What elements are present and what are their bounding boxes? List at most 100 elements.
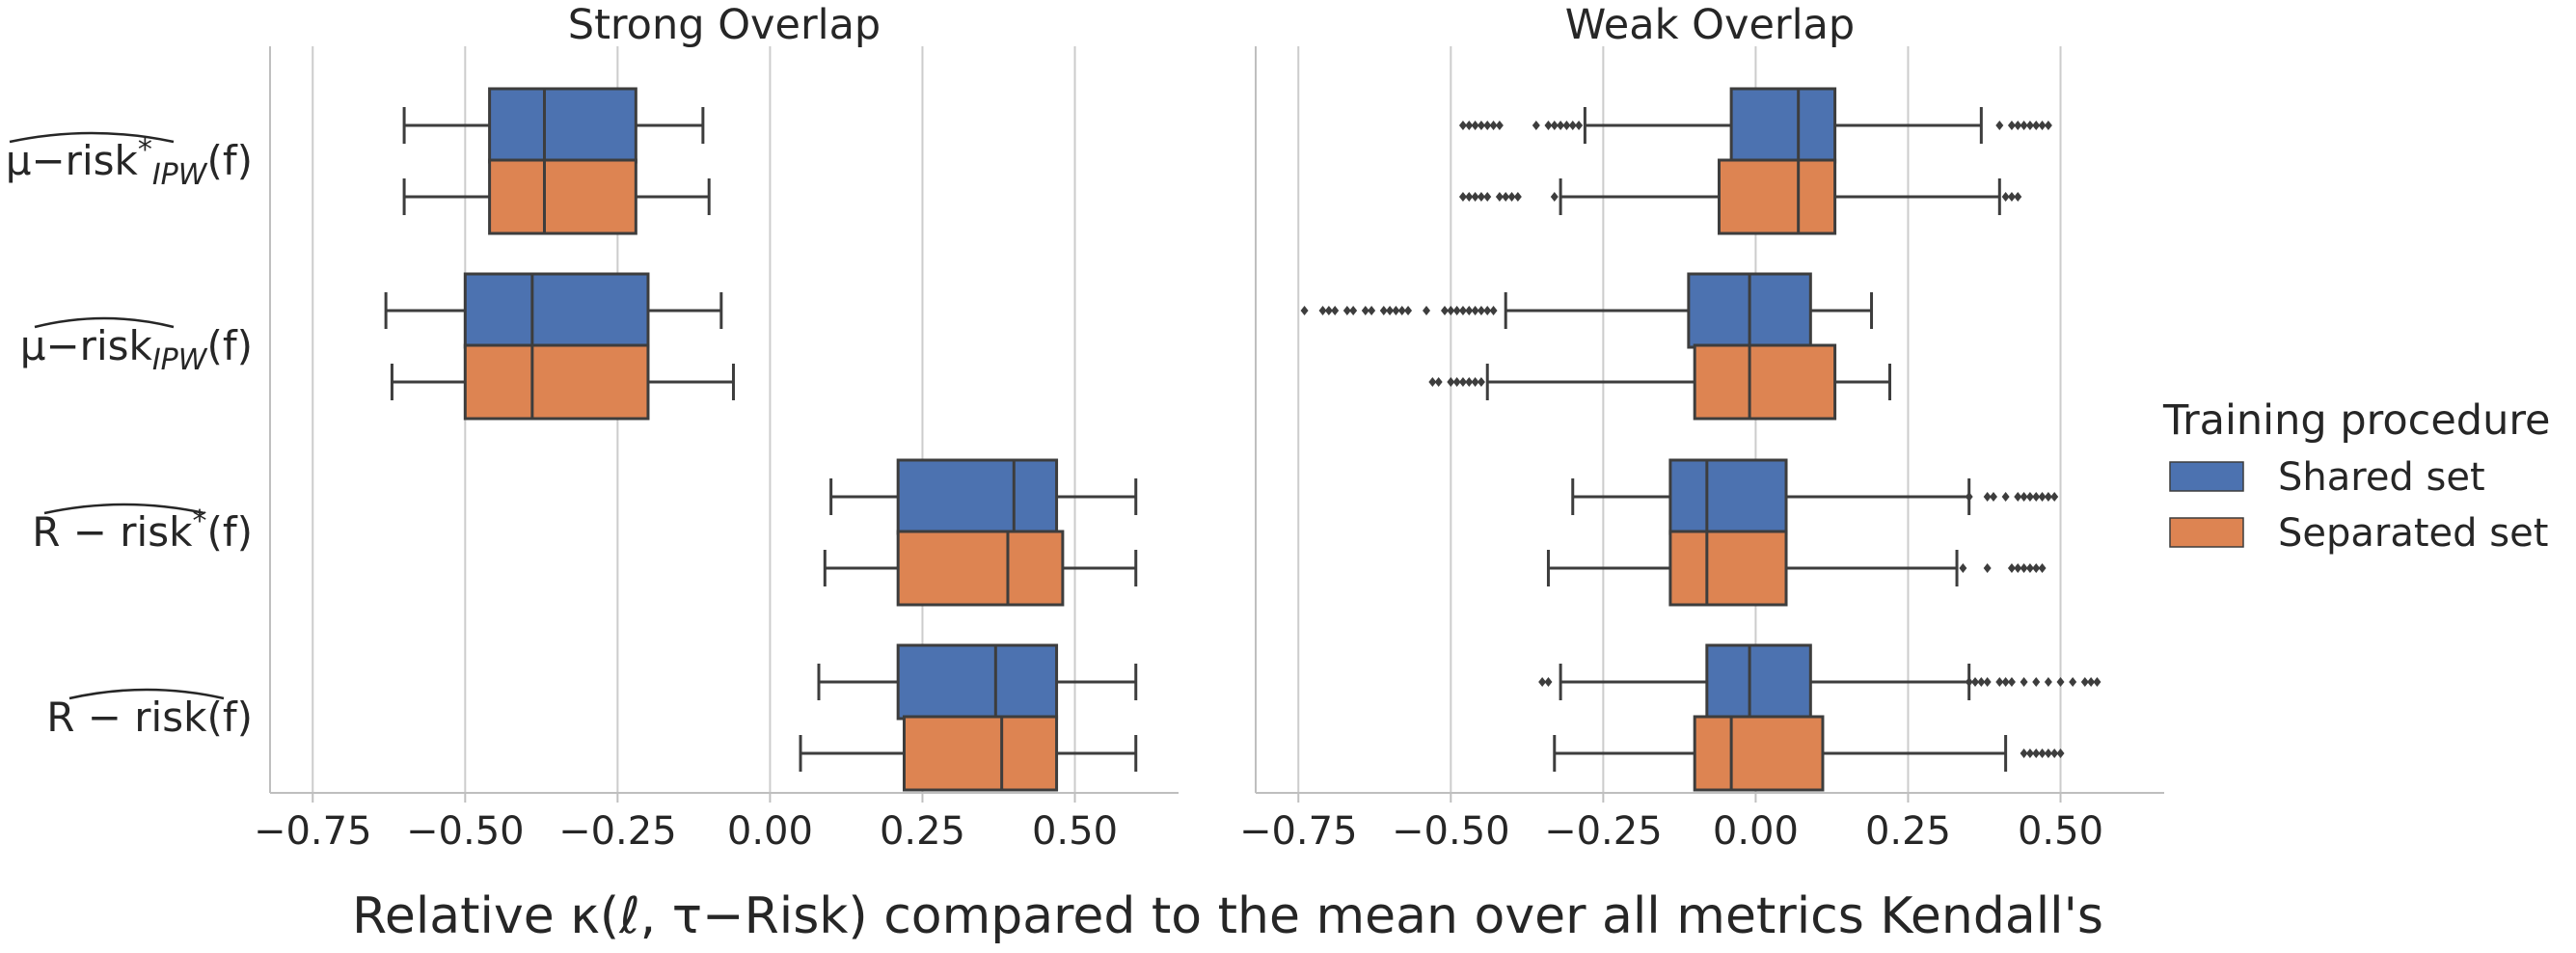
flier-point <box>1483 121 1492 130</box>
flier-point <box>1386 306 1395 315</box>
category-label-text: μ−risk*IPW(f) <box>6 133 253 192</box>
flier-point <box>1495 121 1504 130</box>
flier-point <box>2025 749 2034 758</box>
label-hat <box>68 688 225 700</box>
flier-point <box>2020 749 2028 758</box>
flier-point <box>1477 306 1485 315</box>
flier-point <box>1550 121 1559 130</box>
category-label-text: R − risk(f) <box>46 694 253 741</box>
x-tick-label: 0.00 <box>727 809 813 854</box>
x-axis-label: Relative κ(ℓ, τ−Risk) compared to the me… <box>352 887 2103 945</box>
flier-point <box>1483 192 1492 202</box>
box-iqr <box>896 458 1059 535</box>
legend-label-shared: Shared set <box>2278 455 2485 500</box>
label-tail: (f) <box>206 137 253 184</box>
category-label-text: μ−riskIPW(f) <box>20 322 253 377</box>
box-iqr <box>1693 343 1837 421</box>
box-iqr <box>1705 643 1812 721</box>
label-base: R − risk <box>32 508 193 556</box>
legend-title: Training procedure <box>2162 396 2551 445</box>
flier-point <box>2038 749 2047 758</box>
label-tail: (f) <box>206 322 253 369</box>
flier-point <box>1489 121 1498 130</box>
flier-point <box>2025 121 2034 130</box>
flier-point <box>1465 377 1474 387</box>
box-iqr <box>896 530 1065 607</box>
flier-point <box>1434 377 1443 387</box>
flier-point <box>1318 306 1327 315</box>
flier-point <box>1507 192 1516 202</box>
flier-point <box>1532 121 1540 130</box>
label-subscript: IPW <box>152 343 208 377</box>
flier-point <box>1452 377 1461 387</box>
flier-point <box>1458 377 1467 387</box>
flier-point <box>1562 121 1571 130</box>
box-iqr <box>463 343 650 421</box>
flier-point <box>2014 121 2022 130</box>
flier-point <box>2020 677 2028 687</box>
flier-point <box>2093 677 2101 687</box>
flier-point <box>2014 563 2022 573</box>
panel-weak-overlap: −0.75 −0.50 −0.25 0.00 0.25 0.50 Weak Overlap <box>1239 1 2164 854</box>
x-tick-label: −0.75 <box>254 809 372 854</box>
box-iqr <box>463 272 650 349</box>
flier-point <box>2025 563 2034 573</box>
category-label-mu_risk_ipw: μ−riskIPW(f) <box>20 316 253 377</box>
label-star: * <box>192 504 206 538</box>
x-tick-label: 0.25 <box>1865 809 1951 854</box>
flier-point <box>1465 121 1474 130</box>
x-tick-label: −0.75 <box>1239 809 1358 854</box>
flier-point <box>2038 563 2047 573</box>
flier-point <box>2032 492 2041 502</box>
box-iqr <box>488 158 637 235</box>
flier-point <box>1458 192 1467 202</box>
flier-point <box>2020 492 2028 502</box>
flier-point <box>1983 677 1992 687</box>
flier-point <box>1538 677 1547 687</box>
flier-point <box>2020 563 2028 573</box>
flier-point <box>1989 492 1997 502</box>
flier-point <box>2032 563 2041 573</box>
x-tick-label: −0.25 <box>558 809 677 854</box>
box-r_risk-shared <box>1538 643 2101 721</box>
box-mu_risk_ipw-shared <box>1300 272 1874 349</box>
label-hat <box>34 316 175 329</box>
x-tick-label: 0.50 <box>2018 809 2103 854</box>
label-hat <box>9 131 175 144</box>
flier-point <box>2032 121 2041 130</box>
panel-title: Strong Overlap <box>568 1 881 49</box>
flier-point <box>1331 306 1340 315</box>
box-r_risk_star-separated <box>823 530 1138 607</box>
box-mu_risk_star_ipw-separated <box>1458 158 2022 235</box>
flier-point <box>1477 377 1485 387</box>
flier-point <box>2044 492 2052 502</box>
flier-point <box>1477 192 1485 202</box>
flier-point <box>1557 121 1565 130</box>
flier-point <box>2032 677 2041 687</box>
flier-point <box>1513 192 1522 202</box>
box-iqr <box>1668 458 1788 535</box>
category-labels: μ−risk*IPW(f) μ−riskIPW(f) R − risk* (f) R −… <box>6 131 253 741</box>
label-hat <box>43 503 205 515</box>
flier-point <box>1544 121 1553 130</box>
flier-point <box>1471 306 1479 315</box>
flier-point <box>1440 306 1449 315</box>
flier-point <box>2056 749 2065 758</box>
flier-point <box>1465 306 1474 315</box>
box-iqr <box>1717 158 1837 235</box>
flier-point <box>2069 677 2077 687</box>
flier-point <box>1971 677 1980 687</box>
box-mu_risk_star_ipw-shared <box>1458 87 2052 164</box>
flier-point <box>1428 377 1437 387</box>
flier-point <box>1397 306 1406 315</box>
panel-title: Weak Overlap <box>1565 1 1855 49</box>
flier-point <box>2044 677 2052 687</box>
flier-point <box>1471 192 1479 202</box>
label-subscript: IPW <box>152 158 208 192</box>
x-tick-label: 0.00 <box>1713 809 1799 854</box>
flier-point <box>1983 563 1992 573</box>
box-r_risk-separated <box>1553 715 2065 792</box>
category-label-r_risk: R − risk(f) <box>46 688 253 741</box>
flier-point <box>1324 306 1333 315</box>
